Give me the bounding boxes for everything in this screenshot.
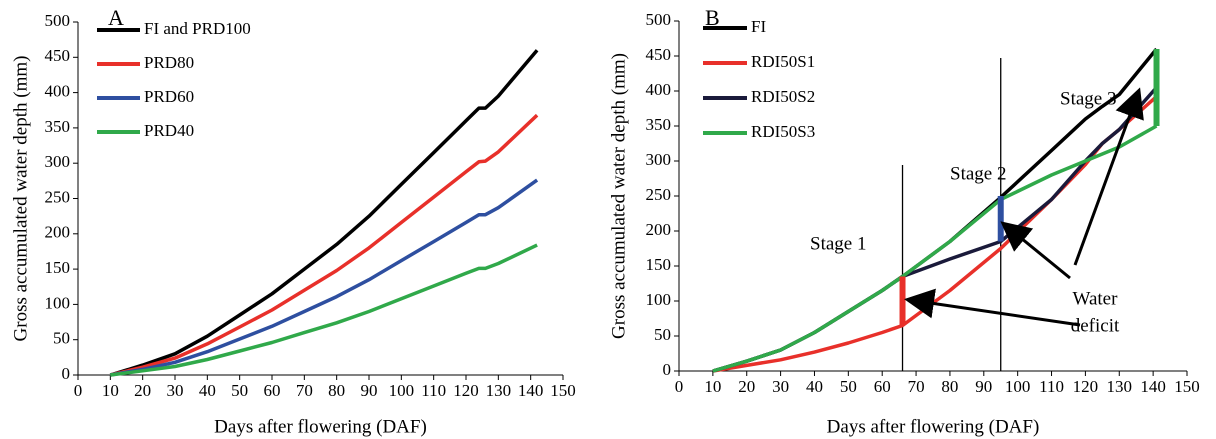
x-tick-label: 80 — [941, 377, 958, 396]
x-tick-label: 70 — [296, 381, 313, 400]
y-tick-label: 200 — [45, 223, 71, 242]
legend-label: RDI50S2 — [751, 87, 815, 106]
y-tick-label: 250 — [45, 187, 71, 206]
x-tick-label: 140 — [518, 381, 544, 400]
annotation: deficit — [1071, 315, 1120, 336]
y-tick-label: 0 — [663, 360, 672, 379]
x-tick-label: 50 — [840, 377, 857, 396]
x-tick-label: 0 — [74, 381, 83, 400]
series-line — [109, 49, 539, 377]
y-tick-label: 50 — [654, 325, 671, 344]
x-tick-label: 40 — [199, 381, 216, 400]
x-tick-label: 10 — [704, 377, 721, 396]
arrow — [1073, 87, 1144, 266]
legend-label: PRD40 — [144, 121, 194, 140]
panel-label: A — [108, 5, 124, 30]
x-axis-title: Days after flowering (DAF) — [827, 416, 1040, 437]
x-tick-label: 60 — [874, 377, 891, 396]
y-tick-label: 100 — [646, 290, 672, 309]
annotation: Water — [1073, 288, 1119, 309]
y-tick-label: 350 — [646, 115, 672, 134]
x-tick-label: 60 — [264, 381, 281, 400]
x-axis-title: Days after flowering (DAF) — [214, 416, 427, 437]
y-tick-label: 300 — [646, 150, 672, 169]
series-line — [109, 113, 539, 377]
x-tick-label: 110 — [421, 381, 446, 400]
x-tick-label: 30 — [167, 381, 184, 400]
legend-label: PRD80 — [144, 53, 194, 72]
y-axis-title: Gross accumulated water depth (mm) — [608, 53, 629, 339]
annotation: Stage 2 — [950, 163, 1006, 184]
panel-label: B — [705, 5, 720, 30]
y-tick-label: 250 — [646, 185, 672, 204]
x-tick-label: 120 — [1073, 377, 1099, 396]
x-tick-label: 100 — [389, 381, 415, 400]
y-tick-label: 200 — [646, 220, 672, 239]
y-tick-label: 50 — [53, 329, 70, 348]
arrows — [904, 87, 1144, 327]
y-tick-label: 450 — [45, 46, 71, 65]
legend-label: RDI50S3 — [751, 122, 815, 141]
x-tick-label: 90 — [975, 377, 992, 396]
y-tick-label: 150 — [45, 258, 71, 277]
x-tick-label: 100 — [1005, 377, 1031, 396]
y-tick-label: 150 — [646, 255, 672, 274]
x-tick-label: 20 — [134, 381, 151, 400]
series-line — [712, 124, 1158, 373]
panel: 0 50 100 150 200 250 300 350 400 450 500 0 10 20 30 40 5… — [608, 5, 1199, 437]
x-tick-label: 20 — [738, 377, 755, 396]
x-tick-label: 140 — [1140, 377, 1166, 396]
y-tick-label: 400 — [646, 80, 672, 99]
y-tick-label: 350 — [45, 117, 71, 136]
annotation: Stage 3 — [1060, 88, 1116, 109]
x-tick-label: 150 — [1174, 377, 1200, 396]
x-tick-label: 30 — [772, 377, 789, 396]
y-tick-label: 0 — [62, 364, 71, 383]
x-tick-label: 80 — [328, 381, 345, 400]
panel: 0 50 100 150 200 250 300 350 400 450 500 0 10 20 30 40 5… — [10, 5, 575, 437]
x-tick-label: 130 — [1107, 377, 1133, 396]
x-tick-label: 50 — [231, 381, 248, 400]
y-tick-label: 100 — [45, 293, 71, 312]
legend-label: FI — [751, 17, 766, 36]
legend-label: PRD60 — [144, 87, 194, 106]
x-tick-label: 10 — [102, 381, 119, 400]
x-tick-label: 110 — [1039, 377, 1064, 396]
x-tick-label: 0 — [675, 377, 684, 396]
arrow — [1000, 221, 1071, 280]
annotation: Stage 1 — [810, 233, 866, 254]
legend-label: RDI50S1 — [751, 52, 815, 71]
x-tick-label: 150 — [550, 381, 576, 400]
y-tick-label: 500 — [646, 10, 672, 29]
arrow — [904, 288, 1081, 327]
x-tick-label: 40 — [806, 377, 823, 396]
x-tick-label: 90 — [361, 381, 378, 400]
series-line — [110, 243, 538, 377]
x-tick-label: 70 — [908, 377, 925, 396]
x-tick-label: 130 — [486, 381, 512, 400]
x-tick-label: 120 — [453, 381, 479, 400]
legend-label: FI and PRD100 — [144, 19, 251, 38]
y-tick-label: 500 — [45, 11, 71, 30]
series-line — [110, 178, 539, 377]
y-tick-label: 400 — [45, 82, 71, 101]
y-tick-label: 300 — [45, 152, 71, 171]
y-axis-title: Gross accumulated water depth (mm) — [10, 56, 31, 342]
y-tick-label: 450 — [646, 45, 672, 64]
